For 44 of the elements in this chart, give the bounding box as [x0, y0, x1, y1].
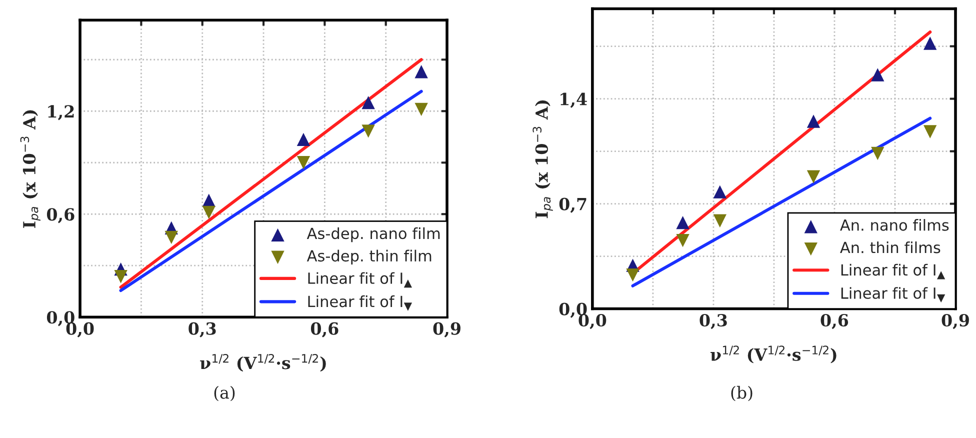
- text: (a): [214, 386, 235, 402]
- point: [676, 234, 690, 248]
- legend-label: An. thin films: [840, 241, 940, 254]
- y-tick-label: 1,4: [560, 92, 587, 108]
- point: [202, 206, 216, 219]
- legend-label: Linear fit of I$_{▼}$: [841, 287, 946, 303]
- point: [626, 268, 640, 282]
- legend-label: Linear fit of I$_{▲}$: [308, 272, 412, 288]
- y-tick-label: 0,7: [559, 198, 586, 213]
- point: [924, 125, 937, 138]
- point: [924, 36, 937, 50]
- point: [114, 270, 128, 284]
- text: (b): [731, 386, 752, 402]
- legend-label: An. nano films: [840, 219, 949, 231]
- x-tick-label: 0,3: [188, 322, 216, 338]
- x-tick-label: 0,6: [820, 314, 848, 330]
- point: [676, 216, 690, 230]
- x-tick-label: 0,9: [942, 314, 969, 330]
- point: [362, 96, 375, 110]
- y-tick-label: 1,2: [48, 105, 74, 120]
- point: [296, 156, 310, 170]
- point: [414, 102, 428, 116]
- x-axis-title: ν$^{1/2}$ (V$^{1/2}$·s$^{−1/2}$): [710, 346, 836, 364]
- point: [362, 124, 375, 138]
- legend-label: Linear fit of I$_{▲}$: [841, 264, 946, 280]
- legend-label: As-dep. thin film: [306, 250, 432, 265]
- y-tick-label: 0,6: [46, 208, 74, 224]
- point: [164, 230, 178, 244]
- y-axis-title: I$_{pa}$ (x 10$^{−3}$ A): [532, 100, 553, 218]
- x-tick-label: 0,6: [310, 322, 338, 338]
- point: [414, 65, 428, 78]
- legend-label: Linear fit of I$_{▼}$: [308, 295, 412, 311]
- point: [806, 114, 820, 128]
- point: [713, 214, 726, 228]
- point: [806, 170, 820, 184]
- x-tick-label: 0,9: [433, 322, 460, 338]
- x-tick-label: 0,3: [700, 314, 727, 330]
- x-axis-title: ν$^{1/2}$ (V$^{1/2}$·s$^{−1/2}$): [200, 354, 326, 372]
- legend-label: As-dep. nano film: [306, 227, 440, 242]
- point: [713, 185, 726, 198]
- point: [871, 146, 884, 160]
- point: [296, 132, 310, 146]
- point: [871, 68, 884, 82]
- y-axis-title: I$_{pa}$ (x 10$^{−3}$ A): [20, 110, 40, 228]
